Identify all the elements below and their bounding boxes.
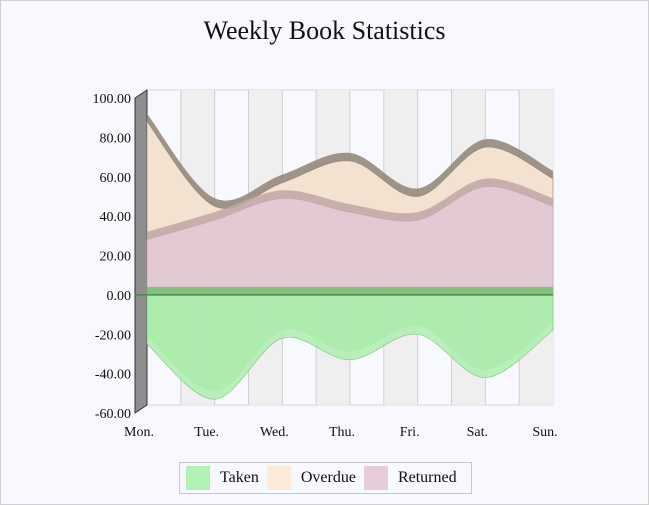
legend-item-taken[interactable]: Taken — [186, 466, 259, 490]
y-axis-wall — [134, 89, 148, 414]
series-taken-area — [146, 294, 554, 400]
legend-swatch — [266, 466, 291, 490]
x-tick-label: Tue. — [194, 425, 219, 440]
y-tick-label: -60.00 — [95, 407, 131, 422]
legend-swatch — [186, 466, 210, 490]
x-tick-label: Sun. — [532, 425, 557, 440]
y-tick-label: -40.00 — [95, 368, 131, 383]
legend: Taken Overdue Returned — [179, 462, 472, 494]
x-tick-label: Wed. — [260, 425, 289, 440]
legend-item-returned[interactable]: Returned — [363, 466, 457, 490]
y-tick-label: 100.00 — [93, 92, 132, 107]
y-tick-label: 40.00 — [100, 210, 132, 225]
legend-swatch — [363, 466, 388, 490]
y-tick-label: 60.00 — [100, 171, 132, 186]
x-tick-label: Sat. — [467, 425, 488, 440]
legend-item-overdue[interactable]: Overdue — [266, 466, 356, 490]
x-tick-label: Fri. — [400, 425, 420, 440]
legend-label: Returned — [397, 469, 457, 486]
y-tick-label: 80.00 — [100, 131, 132, 146]
x-tick-label: Thu. — [329, 425, 355, 440]
legend-label: Overdue — [300, 469, 356, 486]
y-tick-label: 0.00 — [107, 289, 132, 304]
y-tick-label: 20.00 — [100, 250, 132, 265]
series-returned-area — [146, 186, 554, 296]
y-tick-label: -20.00 — [95, 328, 131, 343]
x-tick-label: Mon. — [124, 425, 154, 440]
chart-title: Weekly Book Statistics — [203, 16, 446, 45]
legend-label: Taken — [220, 469, 259, 486]
